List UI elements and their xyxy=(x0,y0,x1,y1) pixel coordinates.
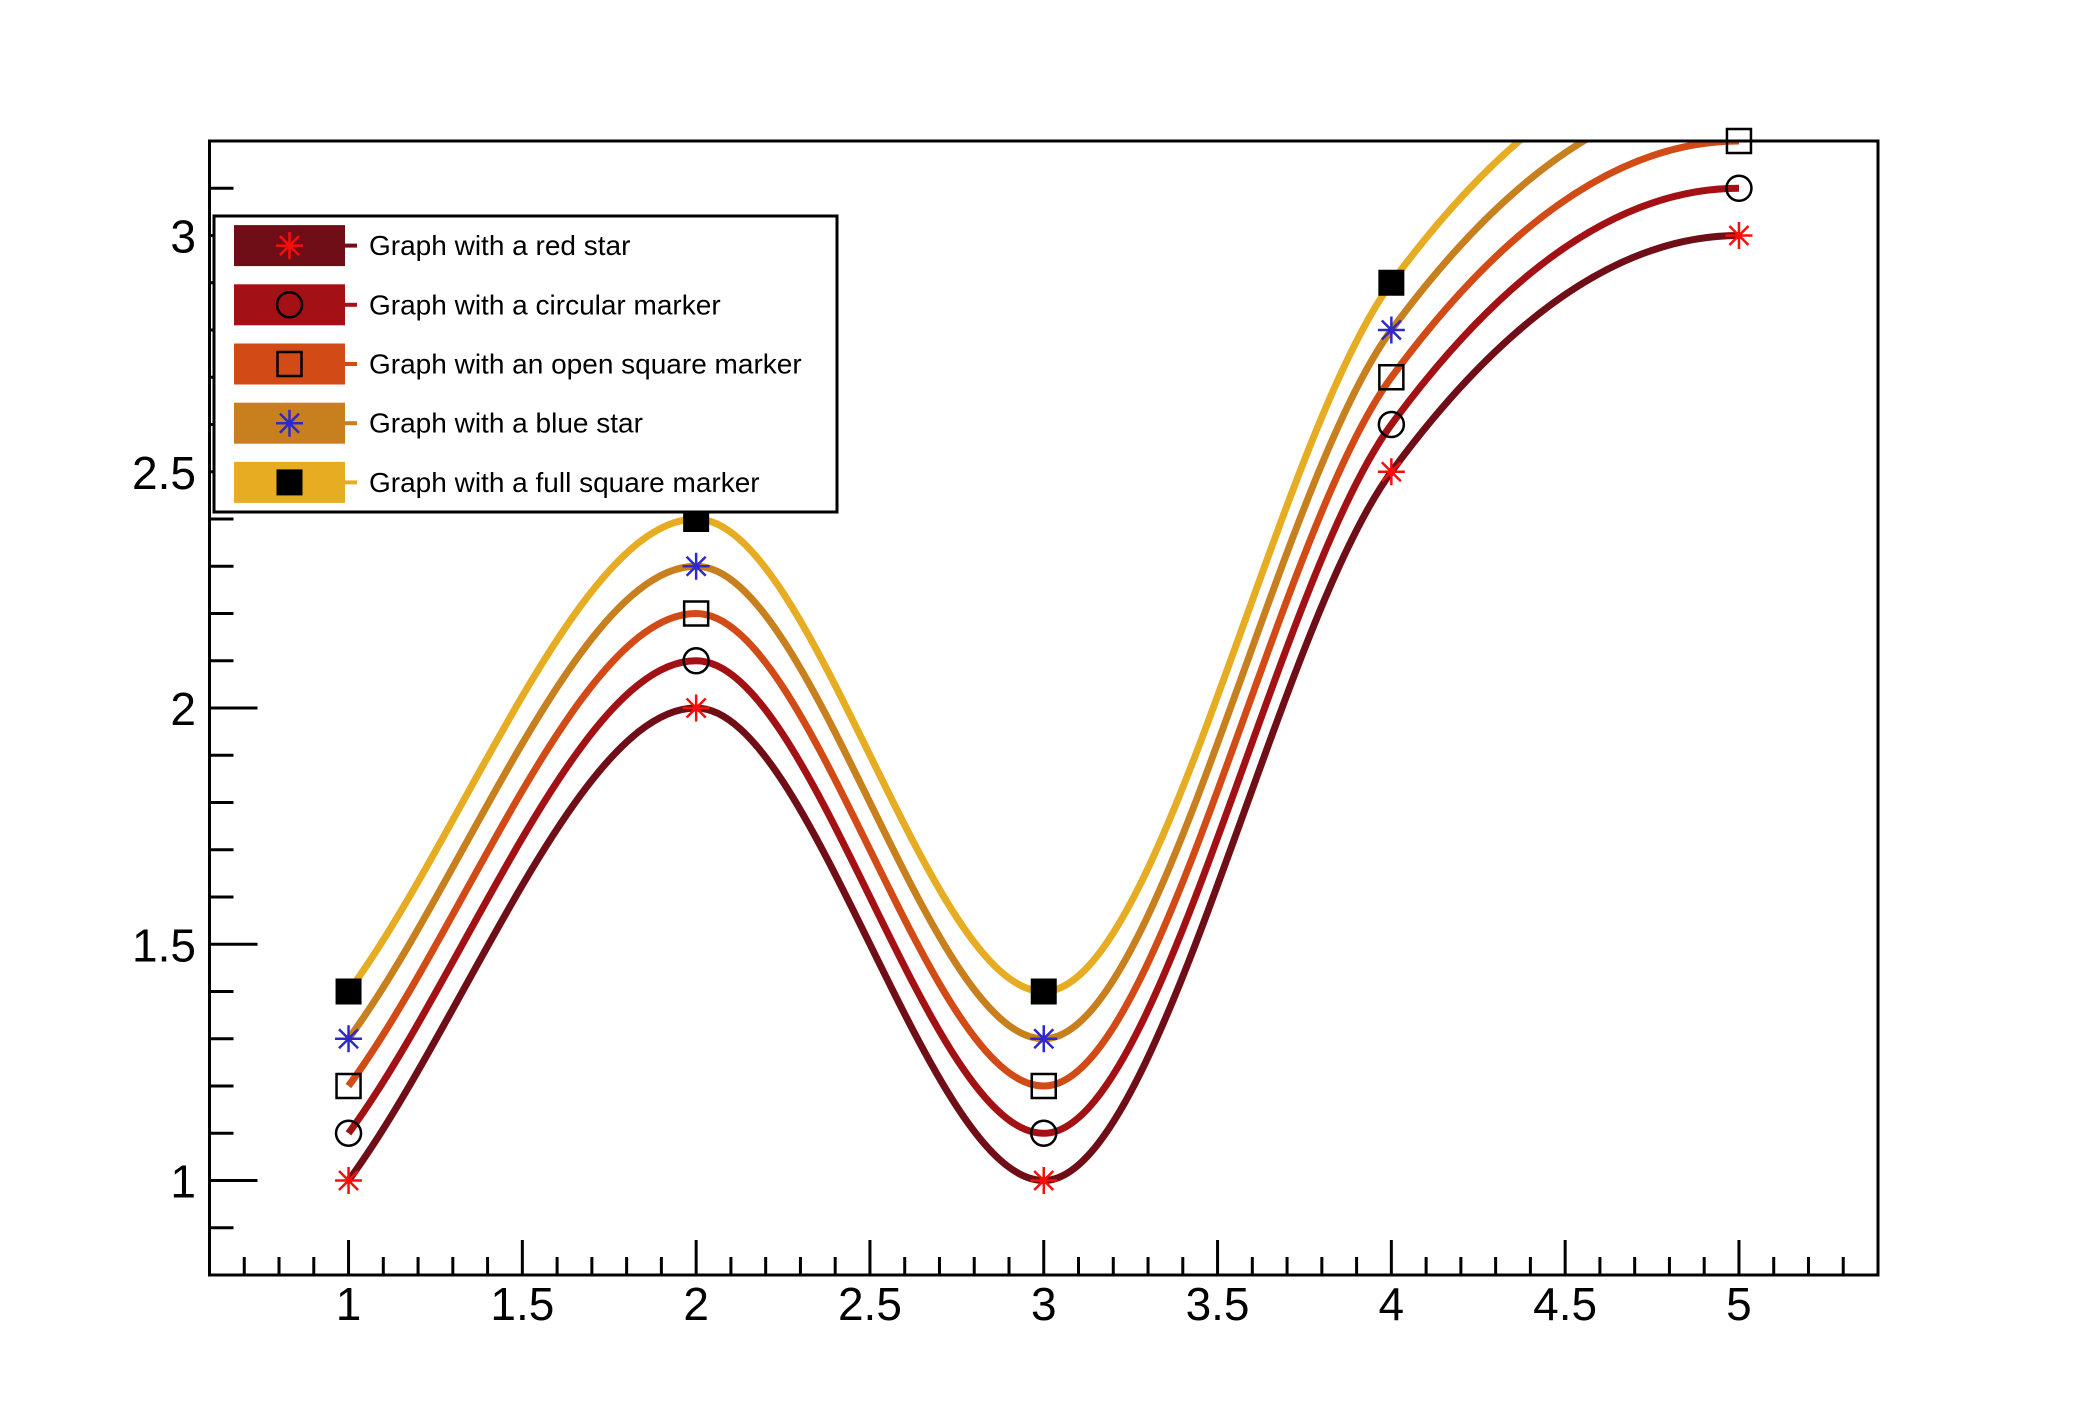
curve-open-square xyxy=(345,141,1740,1090)
open-circle-marker-icon xyxy=(1725,174,1753,202)
full-square-marker-icon xyxy=(276,469,303,496)
legend-entry: Graph with a full square marker xyxy=(234,461,760,503)
legend-entry-label: Graph with a blue star xyxy=(369,408,643,439)
open-circle-marker-icon xyxy=(1030,1119,1058,1147)
blue-star-marker-icon xyxy=(335,1025,363,1053)
curve-open-circle xyxy=(345,184,1740,1137)
open-square-marker-icon xyxy=(276,350,303,378)
x-tick-label: 1 xyxy=(336,1278,362,1330)
x-tick-label: 4 xyxy=(1379,1278,1405,1330)
plot-frame xyxy=(208,139,1880,1277)
legend-entry-label: Graph with a red star xyxy=(369,230,630,261)
legend-entry: Graph with a blue star xyxy=(234,402,643,444)
legend: Graph with a red star Graph with a circul… xyxy=(212,214,839,514)
red-star-marker-icon xyxy=(682,694,710,722)
red-star-marker-icon xyxy=(1377,458,1405,486)
x-tick-label: 3 xyxy=(1031,1278,1057,1330)
blue-star-marker-icon xyxy=(1030,1025,1058,1053)
open-square-marker-icon xyxy=(1030,1072,1057,1100)
open-square-marker-icon xyxy=(335,1072,362,1100)
open-circle-marker-icon xyxy=(334,1119,363,1147)
red-star-marker-icon xyxy=(276,232,303,260)
red-star-marker-icon xyxy=(1725,222,1753,249)
open-circle-marker-icon xyxy=(275,291,304,319)
blue-star-marker-icon xyxy=(682,552,710,580)
full-square-marker-icon xyxy=(1030,978,1057,1005)
blue-star-marker-icon xyxy=(276,409,303,437)
blue-star-marker-icon xyxy=(1377,316,1405,344)
y-tick-label: 1 xyxy=(170,1156,196,1208)
red-star-marker-icon xyxy=(335,1167,363,1194)
x-axis-labels: 1 1.5 2 2.5 3 3.5 4 4.5 5 xyxy=(336,1278,1752,1330)
legend-swatch xyxy=(234,284,345,326)
x-tick-label: 4.5 xyxy=(1533,1278,1597,1330)
x-tick-label: 2 xyxy=(683,1278,709,1330)
x-tick-label: 1.5 xyxy=(490,1278,554,1330)
x-tick-label: 2.5 xyxy=(838,1278,902,1330)
y-tick-label: 2.5 xyxy=(132,447,196,499)
y-tick-label: 3 xyxy=(170,211,196,263)
legend-entry: Graph with an open square marker xyxy=(234,343,802,385)
open-circle-marker-icon xyxy=(1377,410,1406,439)
red-star-marker-icon xyxy=(1030,1167,1058,1194)
open-circle-marker-icon xyxy=(682,647,710,675)
curve-full-square xyxy=(345,141,1525,995)
legend-entry-label: Graph with a full square marker xyxy=(369,467,760,498)
full-square-marker-icon xyxy=(1378,269,1405,296)
y-axis-labels: 1 1.5 2 2.5 3 xyxy=(132,211,196,1208)
open-square-marker-icon xyxy=(1378,364,1405,391)
legend-entry: Graph with a circular marker xyxy=(234,284,721,326)
legend-entry: Graph with a red star xyxy=(234,225,630,267)
legend-entry-label: Graph with a circular marker xyxy=(369,289,721,320)
legend-swatch xyxy=(234,343,345,385)
legend-entry-label: Graph with an open square marker xyxy=(369,349,802,380)
y-tick-label: 1.5 xyxy=(132,919,196,971)
full-square-marker-icon xyxy=(335,978,362,1005)
y-tick-label: 2 xyxy=(170,683,196,735)
x-tick-label: 3.5 xyxy=(1186,1278,1250,1330)
x-tick-label: 5 xyxy=(1726,1278,1752,1330)
open-square-marker-icon xyxy=(682,600,710,627)
